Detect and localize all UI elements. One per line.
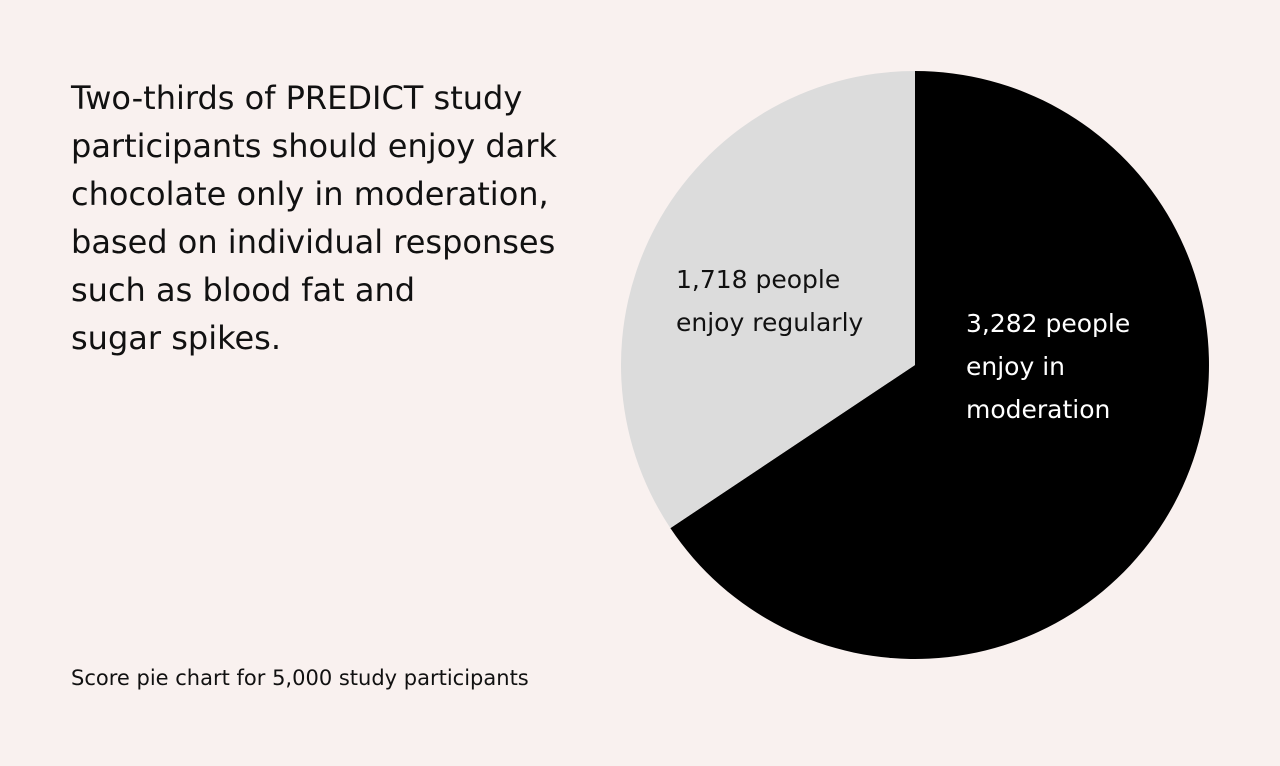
- pie-slice-regular: [620, 71, 915, 529]
- headline-line: chocolate only in moderation,: [71, 175, 549, 213]
- headline-line: based on individual responses: [71, 223, 556, 261]
- slice-label-moderation-line: 3,282 people: [966, 309, 1131, 338]
- headline: Two-thirds of PREDICT study participants…: [71, 74, 591, 362]
- pie-slice-moderation: [670, 71, 1209, 659]
- headline-line: Two-thirds of PREDICT study: [71, 79, 523, 117]
- slice-label-regular-line: 1,718 people: [676, 265, 841, 294]
- chart-caption: Score pie chart for 5,000 study particip…: [71, 666, 529, 690]
- headline-line: such as blood fat and: [71, 271, 416, 309]
- headline-line: sugar spikes.: [71, 319, 281, 357]
- headline-line: participants should enjoy dark: [71, 127, 557, 165]
- slice-label-moderation-line: enjoy in: [966, 352, 1065, 381]
- slice-label-regular-line: enjoy regularly: [676, 308, 864, 337]
- slice-label-moderation: 3,282 people enjoy in moderation: [966, 302, 1130, 431]
- slice-label-regular: 1,718 people enjoy regularly: [676, 258, 863, 344]
- slice-label-moderation-line: moderation: [966, 395, 1111, 424]
